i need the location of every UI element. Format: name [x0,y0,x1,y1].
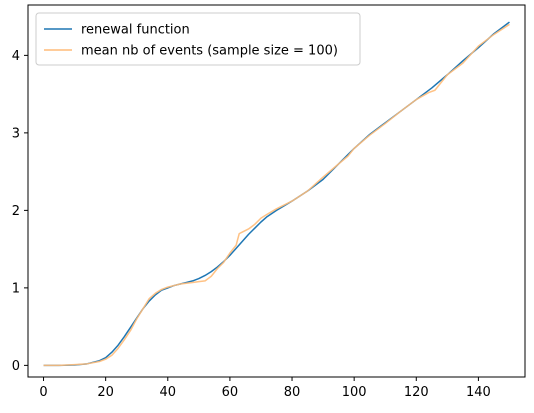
x-tick-label: 140 [466,385,491,400]
x-axis: 0 20 40 60 80 100 120 140 [39,377,491,400]
x-tick-label: 20 [97,385,114,400]
plot-area [28,5,525,377]
x-tick-label: 120 [404,385,429,400]
legend-label-renewal-function: renewal function [81,23,190,38]
x-tick-label: 0 [39,385,47,400]
y-tick-label: 1 [12,281,20,296]
legend: renewal function mean nb of events (samp… [35,12,361,66]
y-tick-label: 2 [12,204,20,219]
x-tick-label: 100 [342,385,367,400]
series-layer [43,21,510,367]
legend-label-mean-nb-of-events: mean nb of events (sample size = 100) [81,44,338,59]
x-tick-label: 40 [160,385,177,400]
series-line-1 [43,23,510,367]
y-axis: 0 1 2 3 4 [12,49,28,374]
y-tick-label: 0 [12,359,20,374]
x-tick-label: 80 [284,385,301,400]
y-tick-label: 4 [12,49,20,64]
x-tick-label: 60 [222,385,239,400]
legend-box [35,12,361,66]
y-tick-label: 3 [12,126,20,141]
plot-frame [27,4,526,378]
